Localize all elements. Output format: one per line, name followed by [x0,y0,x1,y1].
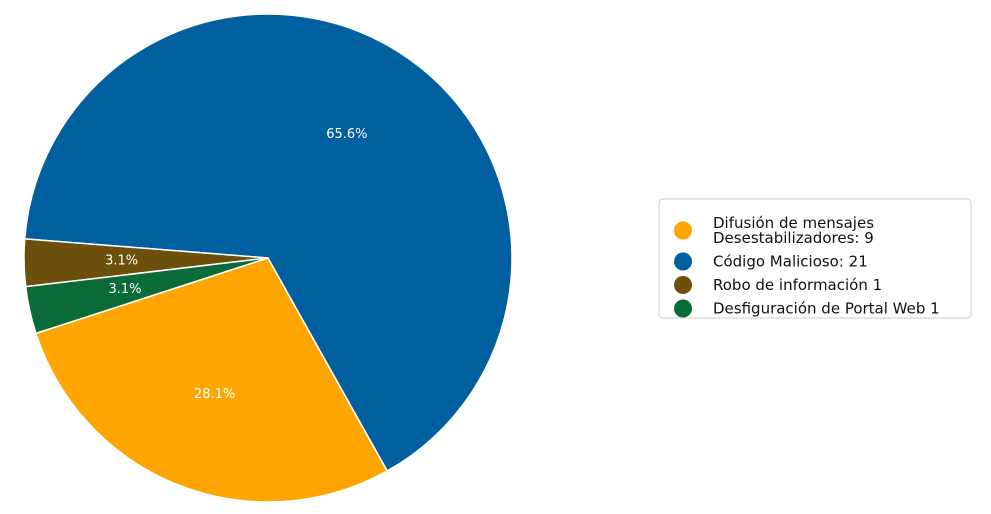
legend-marker-3 [674,276,692,294]
legend-label-2: Código Malicioso: 21 [713,253,868,271]
legend-label-4: Desfiguración de Portal Web 1 [713,300,940,318]
legend-marker-1 [674,221,692,240]
legend-marker-4 [674,299,692,318]
pie-percent-label-1: 28.1% [194,387,235,402]
pie-percent-label-3: 3.1% [105,253,138,268]
pie-percent-label-2: 65.6% [326,127,367,142]
legend-label-1: Difusión de mensajes Desestabilizadores: … [713,214,874,247]
pie-percent-labels: 28.1% 65.6% 3.1% 3.1% [105,127,367,402]
pie-slice-1 [35,257,388,503]
pie-percent-label-4: 3.1% [108,282,141,297]
pie-slice-2 [24,13,513,472]
pie-slice-4 [24,257,269,335]
legend-marker-2 [674,252,692,271]
pie-slices [23,13,513,503]
legend: Difusión de mensajes Desestabilizadores: … [658,198,972,319]
legend-label-3: Robo de información 1 [713,276,882,294]
legend-frame [658,198,972,319]
